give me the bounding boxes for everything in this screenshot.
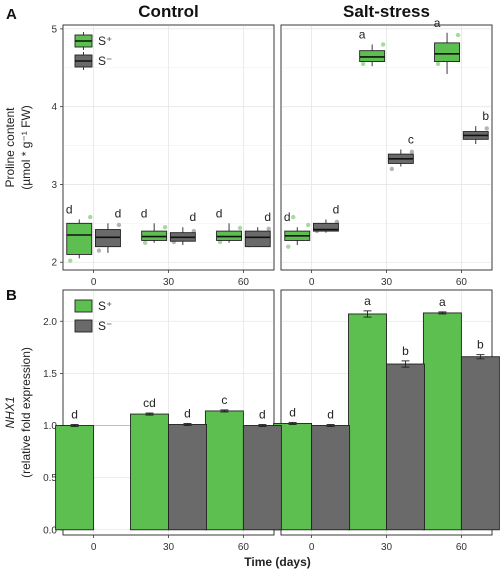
x-tick-label: 30: [163, 542, 175, 553]
data-point: [286, 244, 291, 249]
bar: [168, 424, 207, 531]
bar: [204, 410, 244, 531]
significance-label: c: [221, 393, 227, 407]
x-tick-label: 30: [381, 542, 393, 553]
legend-label: S⁻: [98, 319, 112, 333]
data-point: [380, 42, 386, 47]
bar: [460, 356, 500, 531]
y-tick-label: 2.0: [43, 317, 57, 328]
y-axis-title-b: NHX1: [3, 396, 17, 428]
data-point: [191, 228, 197, 234]
bar: [130, 413, 169, 531]
y-axis-unit-b: (relative fold expression): [19, 347, 33, 478]
data-point: [484, 126, 489, 131]
x-tick-label: 30: [163, 277, 175, 288]
significance-label: d: [141, 206, 148, 220]
y-tick-label: 0.5: [43, 473, 57, 484]
legend-label: S⁺: [98, 34, 112, 48]
data-point: [237, 225, 243, 231]
significance-label: d: [259, 407, 266, 421]
significance-label: d: [184, 406, 191, 420]
data-point: [266, 226, 271, 231]
y-tick-label: 1.0: [43, 421, 57, 432]
significance-label: d: [66, 202, 73, 216]
legend-key: [74, 319, 93, 333]
y-tick-label: 5: [51, 24, 57, 35]
data-point: [306, 222, 311, 228]
y-tick-label: 3: [51, 180, 57, 191]
legend-key: [74, 299, 93, 313]
significance-label: d: [289, 405, 296, 419]
bar: [55, 425, 95, 531]
panel-letter-b: B: [6, 287, 17, 304]
box: [66, 222, 93, 255]
x-axis-title: Time (days): [244, 555, 310, 569]
significance-label: a: [439, 295, 446, 309]
significance-label: a: [364, 294, 371, 308]
box: [434, 42, 461, 63]
x-tick-label: 30: [381, 277, 393, 288]
box: [312, 222, 339, 232]
legend-label: S⁺: [98, 299, 112, 313]
bar: [386, 363, 425, 531]
facet-title: Control: [138, 2, 198, 21]
bar: [311, 425, 351, 531]
significance-label: d: [327, 407, 334, 421]
facet-title: Salt-stress: [343, 2, 430, 21]
box: [244, 230, 271, 248]
data-point: [68, 258, 73, 263]
x-tick-label: 60: [238, 542, 250, 553]
data-point: [455, 32, 461, 38]
significance-label: d: [333, 202, 340, 216]
y-axis-unit-a: (µmol * g⁻¹ FW): [19, 105, 33, 190]
bar: [242, 425, 282, 531]
data-point: [291, 214, 296, 220]
x-tick-label: 60: [456, 277, 468, 288]
y-tick-label: 1.5: [43, 369, 57, 380]
significance-label: d: [216, 206, 223, 220]
y-tick-label: 0.0: [43, 525, 57, 536]
data-point: [88, 214, 93, 220]
bar: [348, 313, 387, 531]
significance-label: d: [264, 210, 271, 224]
data-point: [96, 248, 102, 253]
x-tick-label: 60: [238, 277, 250, 288]
data-point: [116, 222, 122, 228]
data-point: [162, 225, 168, 230]
y-tick-label: 4: [51, 102, 57, 113]
data-point: [217, 239, 223, 245]
significance-label: d: [71, 407, 78, 421]
significance-label: b: [477, 338, 484, 352]
significance-label: a: [434, 16, 441, 30]
x-tick-label: 60: [456, 542, 468, 553]
x-tick-label: 0: [309, 542, 315, 553]
data-point: [435, 61, 441, 67]
y-tick-label: 2: [51, 258, 57, 269]
significance-label: d: [115, 206, 122, 220]
x-tick-label: 0: [91, 542, 97, 553]
x-tick-label: 0: [91, 277, 97, 288]
bar: [422, 312, 462, 531]
significance-label: b: [402, 344, 409, 358]
significance-label: d: [190, 210, 197, 224]
data-point: [389, 166, 395, 172]
x-tick-label: 0: [309, 277, 315, 288]
significance-label: c: [408, 132, 414, 146]
significance-label: cd: [143, 396, 156, 410]
data-point: [360, 61, 366, 67]
data-point: [142, 240, 148, 245]
legend-label: S⁻: [98, 54, 112, 68]
significance-label: d: [284, 210, 291, 224]
panel-letter-a: A: [6, 6, 17, 23]
significance-label: a: [359, 27, 366, 41]
y-axis-title-a: Proline content: [3, 107, 17, 188]
significance-label: b: [482, 109, 489, 123]
data-point: [409, 149, 415, 154]
data-point: [334, 219, 340, 224]
